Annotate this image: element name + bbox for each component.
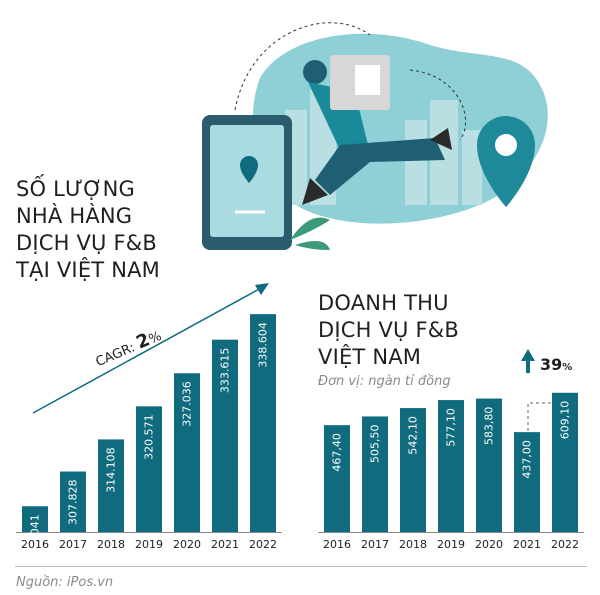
cagr-arrow [32, 283, 269, 414]
bar-value-label: 505,50 [369, 424, 382, 463]
revenue-chart: 467,40 2016 505,50 2017 542,10 2018 577,10 2019… [318, 392, 584, 551]
bar-value-label: 307.828 [67, 480, 80, 526]
x-tick-label: 2018 [399, 538, 427, 551]
bar-2021 [514, 432, 540, 532]
bar-value-label: 609,10 [559, 401, 572, 440]
bar-value-label: 577,10 [445, 408, 458, 447]
x-tick-label: 2022 [551, 538, 579, 551]
bar-2022 [552, 392, 578, 532]
x-tick-label: 2021 [211, 538, 239, 551]
growth-label: 39% [540, 355, 573, 374]
bar-2019 [136, 406, 162, 532]
phone-icon [202, 115, 292, 250]
bar-2020 [174, 373, 200, 532]
bar-2018 [400, 408, 426, 532]
bar-value-label: 333.615 [219, 348, 232, 394]
bar-value-label: 314.108 [105, 447, 118, 493]
x-tick-label: 2020 [475, 538, 503, 551]
delivery-illustration [202, 22, 548, 250]
bar-value-label: 583,80 [483, 407, 496, 446]
bar-2017 [60, 471, 86, 532]
bar-2022 [250, 314, 276, 532]
x-tick-label: 2017 [361, 538, 389, 551]
x-tick-label: 2016 [323, 538, 351, 551]
bar-value-label: 301.041 [29, 514, 42, 560]
x-tick-label: 2017 [59, 538, 87, 551]
bar-value-label: 327.036 [181, 381, 194, 427]
growth-bracket [521, 349, 567, 437]
map-pin-icon [477, 116, 535, 207]
source-note: Nguồn: iPos.vn [16, 575, 114, 590]
bar-2018 [98, 439, 124, 532]
right-chart-title: DOANH THU DỊCH VỤ F&B VIỆT NAM [318, 291, 459, 369]
left-chart-title: SỐ LƯỢNG NHÀ HÀNG DỊCH VỤ F&B TẠI VIỆT N… [16, 177, 160, 282]
bar-2021 [212, 339, 238, 532]
source-divider [15, 566, 587, 567]
leaves [290, 217, 330, 250]
x-tick-label: 2022 [249, 538, 277, 551]
delivery-person-icon [302, 55, 452, 205]
up-arrow-icon [521, 349, 535, 373]
x-tick-label: 2019 [135, 538, 163, 551]
x-tick-label: 2016 [21, 538, 49, 551]
x-tick-label: 2020 [173, 538, 201, 551]
right-chart-unit: Đơn vị: ngàn tỉ đồng [318, 374, 451, 389]
bar-2020 [476, 398, 502, 532]
bar-value-label: 467,40 [331, 433, 344, 472]
bar-2016 [324, 425, 350, 532]
bar-2017 [362, 416, 388, 532]
bar-value-label: 320.571 [143, 414, 156, 460]
x-tick-label: 2019 [437, 538, 465, 551]
x-tick-label: 2018 [97, 538, 125, 551]
bar-value-label: 437,00 [521, 440, 534, 479]
x-tick-label: 2021 [513, 538, 541, 551]
bar-2019 [438, 400, 464, 532]
bar-value-label: 542,10 [407, 416, 420, 455]
dashed-route [234, 22, 371, 111]
bar-value-label: 338.604 [257, 322, 270, 368]
bar-2016 [22, 506, 48, 532]
